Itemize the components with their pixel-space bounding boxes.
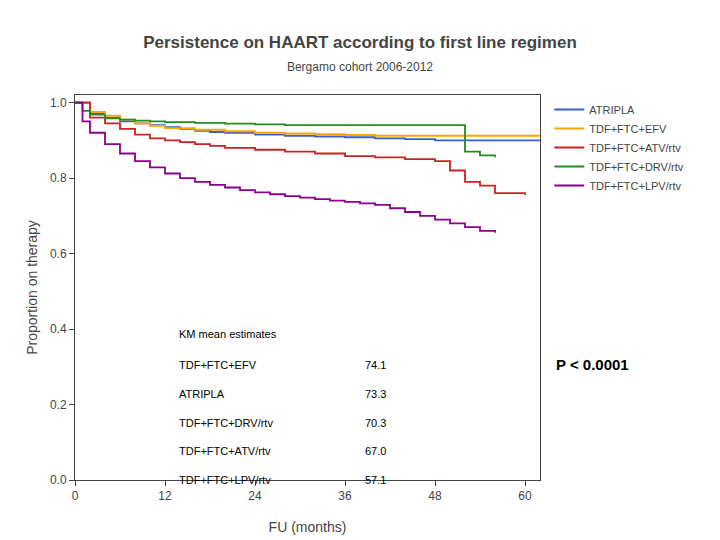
svg-text:1.0: 1.0 (50, 96, 67, 110)
svg-text:P < 0.0001: P < 0.0001 (556, 356, 629, 373)
svg-text:48: 48 (428, 489, 442, 503)
svg-text:TDF+FTC+EFV: TDF+FTC+EFV (589, 123, 667, 135)
svg-text:60: 60 (518, 489, 532, 503)
svg-text:57.1: 57.1 (365, 474, 386, 486)
svg-text:0.8: 0.8 (50, 171, 67, 185)
svg-text:FU (months): FU (months) (269, 519, 347, 535)
svg-text:TDF+FTC+DRV/rtv: TDF+FTC+DRV/rtv (589, 161, 683, 173)
svg-text:24: 24 (248, 489, 262, 503)
svg-text:0.4: 0.4 (50, 322, 67, 336)
svg-text:KM mean estimates: KM mean estimates (179, 328, 277, 340)
svg-text:70.3: 70.3 (365, 417, 386, 429)
svg-text:Persistence on HAART according: Persistence on HAART according to first … (143, 33, 577, 52)
svg-text:TDF+FTC+ATV/rtv: TDF+FTC+ATV/rtv (179, 445, 271, 457)
svg-text:ATRIPLA: ATRIPLA (589, 104, 635, 116)
svg-text:TDF+FTC+ATV/rtv: TDF+FTC+ATV/rtv (589, 142, 681, 154)
svg-text:0.0: 0.0 (50, 473, 67, 487)
svg-text:TDF+FTC+LPV/rtv: TDF+FTC+LPV/rtv (589, 180, 681, 192)
svg-text:TDF+FTC+EFV: TDF+FTC+EFV (179, 359, 257, 371)
svg-text:67.0: 67.0 (365, 445, 386, 457)
svg-text:0.6: 0.6 (50, 247, 67, 261)
svg-text:73.3: 73.3 (365, 388, 386, 400)
svg-text:Proportion on therapy: Proportion on therapy (24, 220, 40, 355)
svg-text:ATRIPLA: ATRIPLA (179, 388, 225, 400)
svg-text:12: 12 (158, 489, 172, 503)
svg-text:0.2: 0.2 (50, 398, 67, 412)
svg-text:36: 36 (338, 489, 352, 503)
svg-text:0: 0 (72, 489, 79, 503)
svg-text:TDF+FTC+LPV/rtv: TDF+FTC+LPV/rtv (179, 474, 271, 486)
svg-text:Bergamo cohort 2006-2012: Bergamo cohort 2006-2012 (287, 60, 433, 74)
svg-text:TDF+FTC+DRV/rtv: TDF+FTC+DRV/rtv (179, 417, 273, 429)
svg-text:74.1: 74.1 (365, 359, 386, 371)
